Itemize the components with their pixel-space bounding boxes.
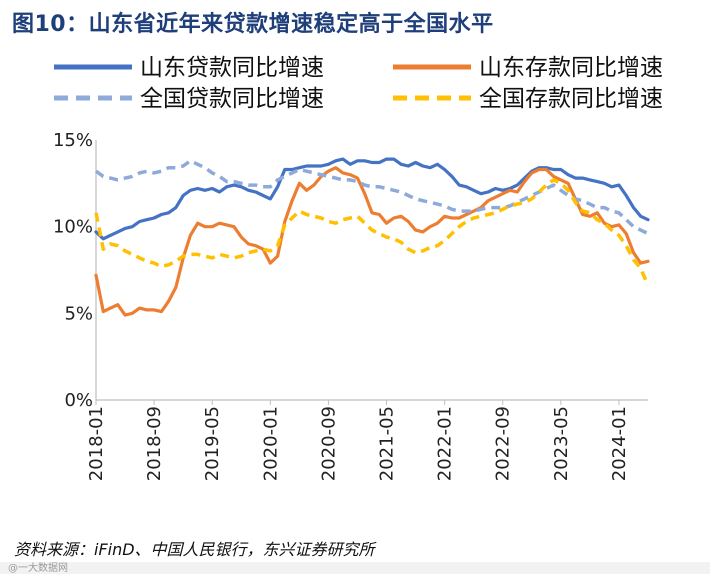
series-line-3: [94, 159, 649, 236]
series-line-4: [94, 178, 650, 287]
y-tick-label: 15%: [53, 130, 93, 151]
x-tick-label: 2018-09: [144, 406, 165, 481]
bottom-watermark-strip: @一大数据网: [0, 562, 710, 574]
x-tick-label: 2022-01: [435, 406, 456, 481]
x-tick-label: 2023-05: [551, 406, 572, 481]
x-tick-label: 2022-09: [493, 406, 514, 481]
y-axis-tick-labels: 0% 5% 10% 15%: [53, 130, 93, 411]
x-tick-label: 2024-01: [609, 406, 630, 481]
x-tick-label: 2021-05: [377, 406, 398, 481]
x-axis-tick-labels: 2018-01 2018-09 2019-05 2020-01 2020-09 2021-…: [86, 406, 630, 481]
chart-title: 图10：山东省近年来贷款增速稳定高于全国水平: [12, 12, 494, 37]
legend-label-3: 全国贷款同比增速: [140, 86, 324, 112]
x-tick-label: 2019-05: [202, 406, 223, 481]
watermark-text: @一大数据网: [8, 563, 68, 574]
y-tick-label: 5%: [64, 303, 93, 324]
x-tick-label: 2020-01: [260, 406, 281, 481]
legend-label-2: 山东存款同比增速: [479, 55, 663, 81]
legend-label-1: 山东贷款同比增速: [140, 55, 324, 81]
legend-label-4: 全国存款同比增速: [479, 86, 663, 112]
y-tick-label: 0%: [64, 390, 93, 411]
x-tick-label: 2018-01: [86, 406, 107, 481]
series-line-2: [94, 166, 650, 317]
chart-axes: [95, 140, 648, 405]
series-lines: [94, 157, 650, 317]
series-line-1: [94, 157, 650, 241]
y-tick-label: 10%: [53, 217, 93, 238]
source-note: 资料来源：iFinD、中国人民银行，东兴证券研究所: [14, 540, 375, 559]
x-tick-label: 2020-09: [318, 406, 339, 481]
